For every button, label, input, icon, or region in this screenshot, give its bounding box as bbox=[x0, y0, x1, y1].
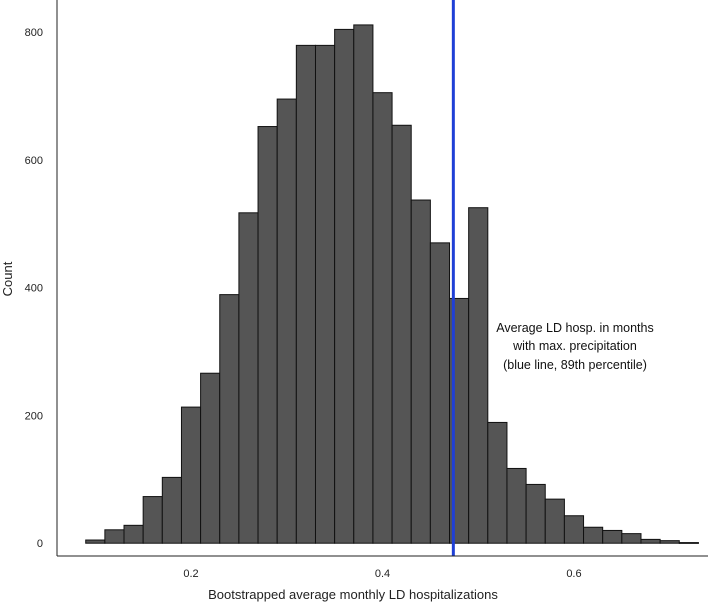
histogram-bar-1 bbox=[104, 529, 125, 544]
histogram-bar-13 bbox=[334, 28, 355, 544]
histogram-bar-23 bbox=[525, 483, 546, 544]
histogram-bar-8 bbox=[238, 212, 259, 544]
annotation-line-3: (blue line, 89th percentile) bbox=[503, 358, 647, 372]
histogram-bar-29 bbox=[640, 538, 661, 544]
histogram-bar-4 bbox=[161, 476, 182, 544]
histogram-bar-28 bbox=[621, 533, 642, 544]
y-tick-label-1: 200 bbox=[25, 410, 43, 422]
histogram-bar-9 bbox=[257, 126, 278, 544]
histogram-bar-25 bbox=[563, 515, 585, 544]
histogram-bar-17 bbox=[410, 199, 431, 544]
annotation-line-1: Average LD hosp. in months bbox=[496, 321, 654, 335]
y-axis-title: Count bbox=[0, 261, 15, 296]
histogram-bar-14 bbox=[353, 24, 374, 544]
histogram-bar-30 bbox=[659, 540, 680, 544]
histogram-bars bbox=[85, 24, 699, 544]
histogram-bar-20 bbox=[468, 207, 489, 544]
y-tick-label-2: 400 bbox=[25, 283, 43, 295]
y-tick-label-0: 0 bbox=[37, 538, 43, 550]
histogram-bar-12 bbox=[314, 44, 336, 544]
histogram-bar-0 bbox=[85, 539, 106, 544]
x-tick-label-0: 0.2 bbox=[183, 568, 198, 580]
x-tick-label-1: 0.4 bbox=[375, 568, 390, 580]
axes bbox=[56, 0, 708, 557]
histogram-bar-22 bbox=[506, 467, 527, 544]
histogram-bar-3 bbox=[142, 496, 163, 544]
y-tick-labels: 0 200 400 600 800 bbox=[25, 27, 43, 550]
histogram-bar-16 bbox=[391, 124, 412, 544]
x-tick-label-2: 0.6 bbox=[566, 568, 581, 580]
histogram-bar-2 bbox=[123, 524, 144, 544]
histogram-bar-27 bbox=[602, 529, 623, 544]
histogram-bar-31 bbox=[678, 542, 699, 544]
y-tick-label-4: 800 bbox=[25, 27, 43, 39]
histogram-bar-15 bbox=[372, 92, 393, 544]
histogram-bar-6 bbox=[200, 372, 221, 544]
histogram-bar-24 bbox=[544, 498, 565, 544]
annotation-line-2: with max. precipitation bbox=[512, 339, 637, 353]
histogram-bar-26 bbox=[583, 526, 604, 544]
y-tick-label-3: 600 bbox=[25, 155, 43, 167]
histogram-bar-18 bbox=[429, 242, 451, 544]
histogram-bar-21 bbox=[487, 421, 508, 544]
histogram-bar-5 bbox=[180, 406, 202, 544]
histogram-bar-7 bbox=[219, 294, 240, 544]
histogram-bar-11 bbox=[295, 44, 316, 544]
histogram-bar-10 bbox=[276, 98, 297, 544]
x-axis-title: Bootstrapped average monthly LD hospital… bbox=[208, 587, 498, 602]
x-tick-labels: 0.2 0.4 0.6 bbox=[183, 568, 581, 580]
